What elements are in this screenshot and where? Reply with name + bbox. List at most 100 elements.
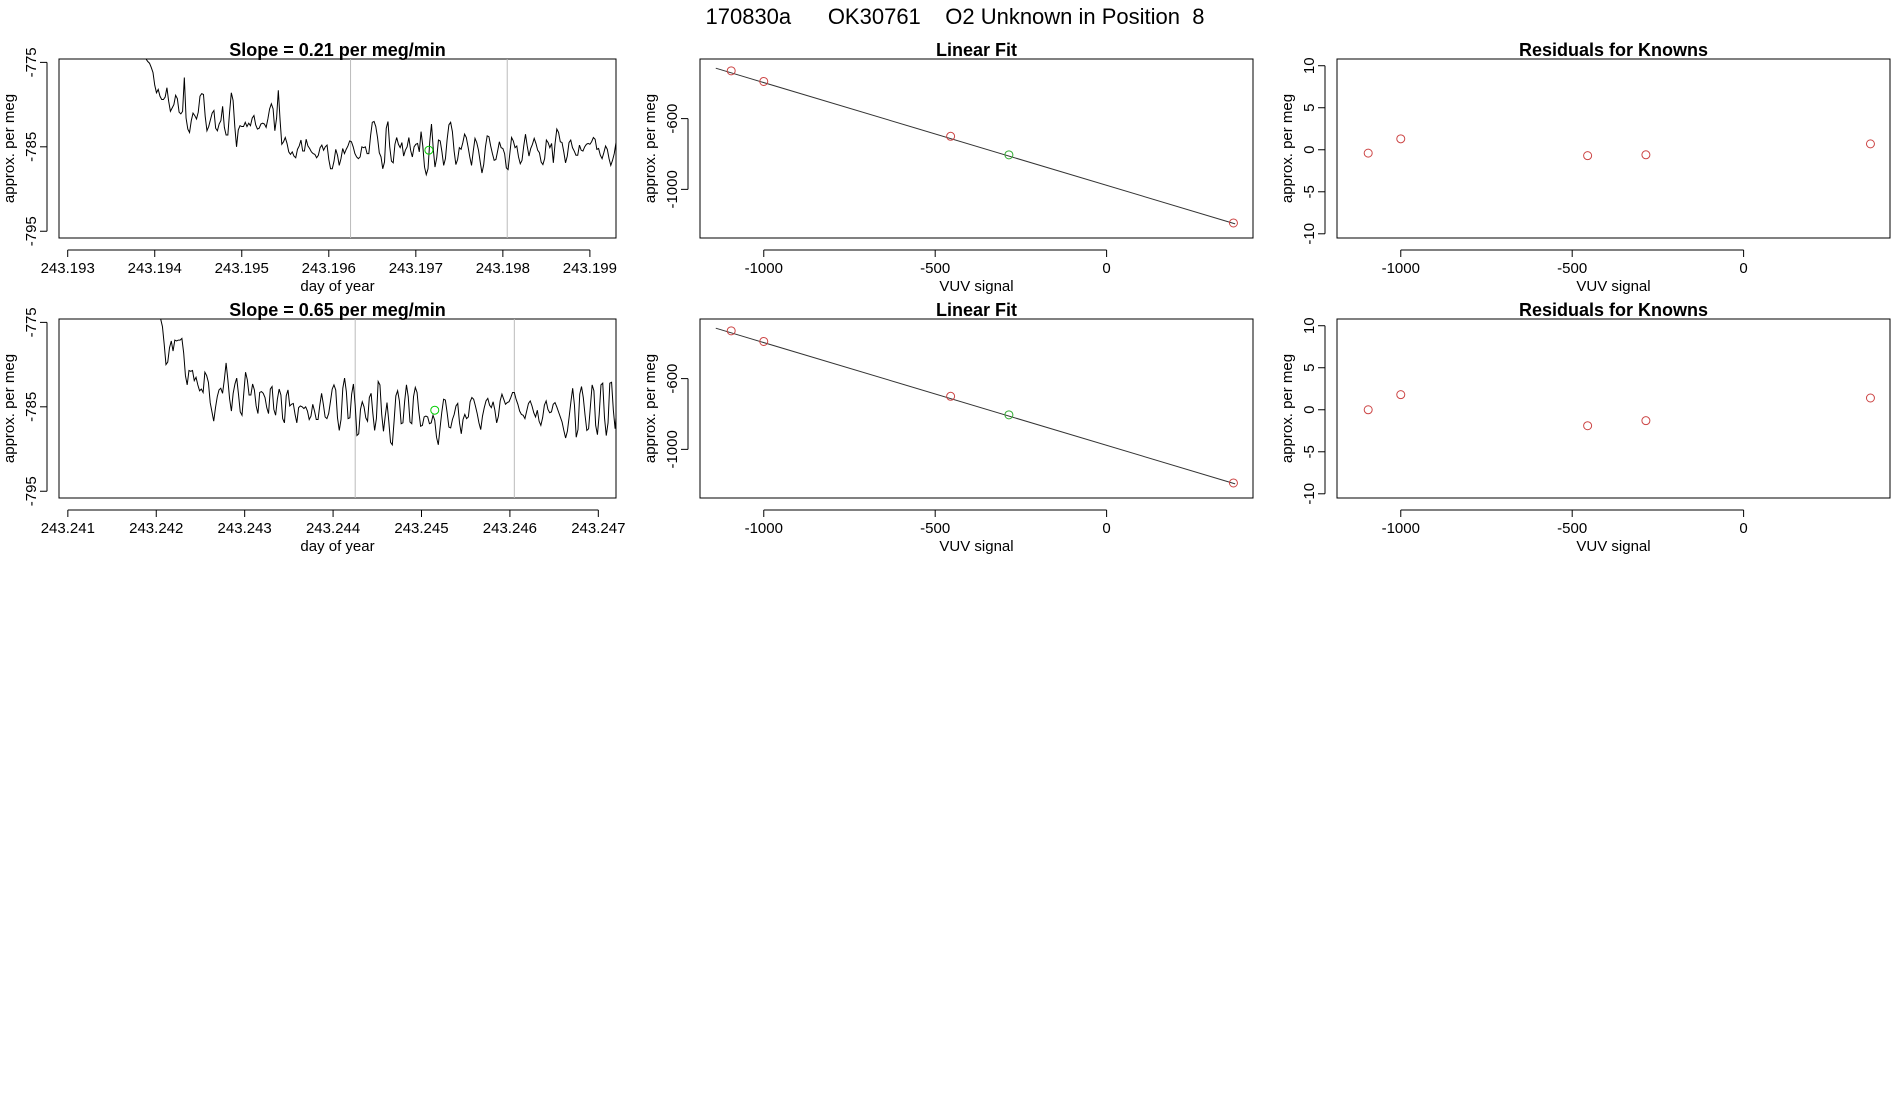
- y-axis-label: approx. per meg: [642, 354, 659, 463]
- y-tick-label: -600: [664, 364, 681, 394]
- panel-title: Linear Fit: [936, 300, 1017, 320]
- x-tick-label: 243.193: [41, 260, 95, 277]
- data-point: [1865, 139, 1875, 149]
- data-point: [1396, 134, 1406, 144]
- panel-title: Linear Fit: [936, 40, 1017, 60]
- y-tick-label: -775: [23, 307, 40, 337]
- fit-line: [715, 67, 1236, 225]
- data-point: [946, 131, 956, 141]
- x-tick-label: 0: [1739, 260, 1747, 277]
- y-tick-label: -775: [23, 47, 40, 77]
- x-tick-label: 243.242: [129, 520, 183, 537]
- panel-title: Slope = 0.65 per meg/min: [229, 300, 446, 320]
- y-axis-label: approx. per meg: [1279, 354, 1296, 463]
- data-point: [726, 66, 736, 76]
- plot-area: [1363, 134, 1875, 161]
- chart-panel-5: Linear Fit -1000 -500 0 VUV signal -600 -1000 a…: [642, 300, 1254, 555]
- data-point: [1396, 390, 1406, 400]
- x-tick-label: 243.194: [128, 260, 182, 277]
- y-tick-label: -10: [1301, 483, 1318, 505]
- x-tick-label: 243.245: [394, 520, 448, 537]
- y-tick-label: 5: [1301, 364, 1318, 372]
- series-line: [145, 59, 616, 177]
- x-tick-label: 243.244: [306, 520, 360, 537]
- x-tick-label: 243.196: [302, 260, 356, 277]
- x-axis-label: VUV signal: [939, 538, 1013, 555]
- x-tick-label: 243.246: [483, 520, 537, 537]
- y-tick-label: -10: [1301, 223, 1318, 245]
- plot-frame: [699, 318, 1254, 499]
- plot-area: [715, 326, 1238, 488]
- data-point: [759, 336, 769, 346]
- y-tick-label: -5: [1301, 185, 1318, 198]
- plot-frame: [1336, 318, 1891, 499]
- chart-panel-3: Residuals for Knowns -1000 -500 0 VUV signal…: [1279, 40, 1891, 295]
- x-tick-label: -1000: [1382, 520, 1420, 537]
- x-tick-label: 243.199: [563, 260, 617, 277]
- x-axis-label: VUV signal: [1576, 278, 1650, 295]
- panel-title: Residuals for Knowns: [1519, 40, 1708, 60]
- y-tick-label: -600: [664, 104, 681, 134]
- series-line: [160, 319, 616, 447]
- x-tick-label: -500: [920, 520, 950, 537]
- y-axis-label: approx. per meg: [642, 94, 659, 203]
- plot-area: [160, 319, 616, 498]
- chart-panel-4: Slope = 0.65 per meg/min 243.241 243.242 24…: [1, 300, 625, 555]
- y-tick-label: -785: [23, 132, 40, 162]
- data-point: [424, 145, 434, 155]
- x-tick-label: -500: [920, 260, 950, 277]
- x-tick-label: -1000: [745, 520, 783, 537]
- x-tick-label: 0: [1102, 260, 1110, 277]
- plot-frame: [699, 58, 1254, 239]
- x-tick-label: 243.195: [215, 260, 269, 277]
- x-tick-label: -1000: [745, 260, 783, 277]
- x-tick-label: 0: [1739, 520, 1747, 537]
- y-tick-label: 10: [1301, 317, 1318, 334]
- data-point: [1363, 405, 1373, 415]
- data-point: [726, 326, 736, 336]
- y-tick-label: 5: [1301, 104, 1318, 112]
- y-tick-label: -1000: [664, 170, 681, 208]
- data-point: [1583, 421, 1593, 431]
- x-axis-label: VUV signal: [939, 278, 1013, 295]
- y-tick-label: -5: [1301, 445, 1318, 458]
- fit-line: [715, 327, 1236, 485]
- x-tick-label: 243.247: [571, 520, 625, 537]
- chart-panel-6: Residuals for Knowns -1000 -500 0 VUV signal…: [1279, 300, 1891, 555]
- y-tick-label: -1000: [664, 430, 681, 468]
- y-axis-label: approx. per meg: [1, 94, 18, 203]
- x-tick-label: 243.198: [476, 260, 530, 277]
- data-point: [430, 405, 440, 415]
- y-tick-label: -785: [23, 392, 40, 422]
- data-point: [1228, 218, 1238, 228]
- plot-frame: [58, 58, 617, 239]
- x-tick-label: -500: [1557, 520, 1587, 537]
- x-tick-label: 243.197: [389, 260, 443, 277]
- data-point: [1228, 478, 1238, 488]
- data-point: [946, 391, 956, 401]
- plot-area: [1363, 390, 1875, 431]
- panel-title: Residuals for Knowns: [1519, 300, 1708, 320]
- x-tick-label: 243.243: [218, 520, 272, 537]
- y-tick-label: 0: [1301, 146, 1318, 154]
- plot-frame: [58, 318, 617, 499]
- y-tick-label: 10: [1301, 57, 1318, 74]
- y-axis-label: approx. per meg: [1, 354, 18, 463]
- data-point: [759, 76, 769, 86]
- x-tick-label: 0: [1102, 520, 1110, 537]
- data-point: [1004, 150, 1014, 160]
- plot-area: [145, 59, 616, 238]
- panel-title: Slope = 0.21 per meg/min: [229, 40, 446, 60]
- x-axis-label: day of year: [300, 538, 374, 555]
- chart-grid: Slope = 0.21 per meg/min 243.193 243.194 24…: [1, 40, 1891, 555]
- plot-area: [715, 66, 1238, 228]
- data-point: [1865, 393, 1875, 403]
- plot-frame: [1336, 58, 1891, 239]
- y-tick-label: 0: [1301, 406, 1318, 414]
- data-point: [1641, 416, 1651, 426]
- chart-panel-1: Slope = 0.21 per meg/min 243.193 243.194 24…: [1, 40, 617, 295]
- y-tick-label: -795: [23, 216, 40, 246]
- x-tick-label: -500: [1557, 260, 1587, 277]
- x-tick-label: -1000: [1382, 260, 1420, 277]
- data-point: [1641, 150, 1651, 160]
